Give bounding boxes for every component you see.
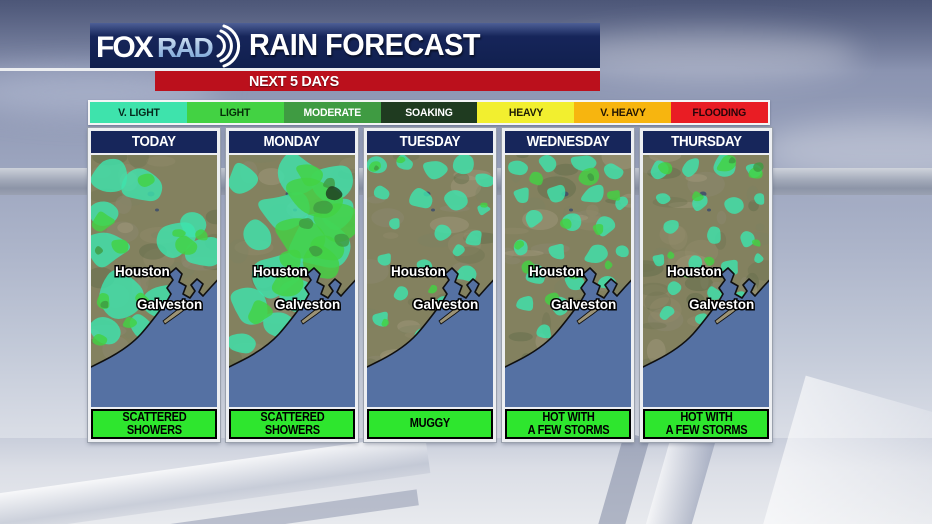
gulf-water (643, 267, 769, 407)
legend-item: LIGHT (186, 102, 284, 123)
subtitle-text: NEXT 5 DAYS (249, 72, 339, 90)
day-header: TUESDAY (367, 131, 493, 153)
barrier-island (576, 300, 607, 325)
forecast-map: Houston Galveston (643, 155, 769, 407)
fox-wordmark: FOX (96, 31, 154, 64)
page-title: RAIN FORECAST (249, 26, 481, 62)
day-header: THURSDAY (643, 131, 769, 153)
header-bar: FOX RAD RAIN FORECAST (90, 23, 600, 68)
legend-item-label: V. HEAVY (599, 106, 646, 119)
condition-text: MUGGY (409, 416, 451, 431)
forecast-panel: WEDNESDAY Houston Galveston HOT WITH A FE… (502, 128, 634, 442)
condition-label: SCATTERED SHOWERS (229, 409, 355, 439)
legend-item: V. LIGHT (90, 102, 187, 123)
legend-item: HEAVY (477, 102, 575, 123)
legend-item-label: LIGHT (220, 106, 251, 119)
radar-arcs-icon (216, 24, 241, 67)
cloud (560, 30, 860, 80)
day-label: MONDAY (263, 134, 321, 150)
forecast-map: Houston Galveston (367, 155, 493, 407)
day-label: TODAY (132, 134, 176, 150)
legend-item: FLOODING (671, 102, 769, 123)
foxrad-logo: FOX RAD (96, 24, 241, 67)
forecast-map: Houston Galveston (229, 155, 355, 407)
forecast-panel: TUESDAY Houston Galveston MUGGY (364, 128, 496, 442)
city-label-galveston: Galveston (551, 297, 616, 312)
condition-label: SCATTERED SHOWERS (91, 409, 217, 439)
legend-item: MODERATE (283, 102, 381, 123)
barrier-island (438, 300, 469, 325)
day-header: TODAY (91, 131, 217, 153)
subtitle-bar: NEXT 5 DAYS (155, 71, 600, 91)
floor-streak (620, 429, 716, 524)
forecast-panel: THURSDAY Houston Galveston HOT WITH A FEW… (640, 128, 772, 442)
day-label: THURSDAY (670, 134, 742, 150)
condition-text: SCATTERED SHOWERS (121, 409, 187, 437)
city-label-galveston: Galveston (275, 297, 340, 312)
condition-text: HOT WITH A FEW STORMS (527, 409, 609, 437)
city-label-galveston: Galveston (689, 297, 754, 312)
city-label-houston: Houston (667, 264, 722, 279)
legend-item-label: V. LIGHT (117, 106, 160, 119)
studio-floor (0, 438, 932, 524)
legend-item-label: FLOODING (692, 106, 747, 119)
floor-streak (572, 432, 650, 524)
forecast-map: Houston Galveston (505, 155, 631, 407)
gulf-water (367, 267, 493, 407)
condition-label: HOT WITH A FEW STORMS (505, 409, 631, 439)
gulf-water (91, 267, 217, 407)
legend-item: SOAKING (380, 102, 478, 123)
barrier-island (714, 300, 745, 325)
day-label: WEDNESDAY (526, 134, 610, 150)
day-header: MONDAY (229, 131, 355, 153)
legend-item-label: SOAKING (405, 106, 453, 119)
legend-item-label: HEAVY (508, 106, 544, 119)
floor-streak (0, 433, 431, 524)
city-label-houston: Houston (391, 264, 446, 279)
rain-intensity-legend: V. LIGHT LIGHT MODERATE SOAKING HEAVY V. HEAV… (88, 100, 770, 125)
gulf-water (229, 267, 355, 407)
forecast-panel: MONDAY Houston Galveston SCATTERED SHOWER… (226, 128, 358, 442)
rad-wordmark: RAD (157, 32, 213, 63)
forecast-map: Houston Galveston (91, 155, 217, 407)
condition-text: SCATTERED SHOWERS (259, 409, 325, 437)
condition-text: HOT WITH A FEW STORMS (665, 409, 747, 437)
barrier-island (162, 300, 193, 325)
gulf-water (505, 267, 631, 407)
cloud (760, 120, 932, 180)
city-label-houston: Houston (529, 264, 584, 279)
condition-label: MUGGY (367, 409, 493, 439)
forecast-panel: TODAY Houston Galveston SCATTERED SHOWERS (88, 128, 220, 442)
city-label-houston: Houston (253, 264, 308, 279)
city-label-galveston: Galveston (413, 297, 478, 312)
floor-streak (745, 375, 932, 524)
day-header: WEDNESDAY (505, 131, 631, 153)
barrier-island (300, 300, 331, 325)
legend-item: V. HEAVY (574, 102, 672, 123)
city-label-galveston: Galveston (137, 297, 202, 312)
floor-streak (0, 489, 419, 524)
legend-item-label: MODERATE (303, 106, 361, 119)
condition-label: HOT WITH A FEW STORMS (643, 409, 769, 439)
forecast-panels-row: TODAY Houston Galveston SCATTERED SHOWERS… (88, 128, 772, 442)
day-label: TUESDAY (399, 134, 461, 150)
city-label-houston: Houston (115, 264, 170, 279)
